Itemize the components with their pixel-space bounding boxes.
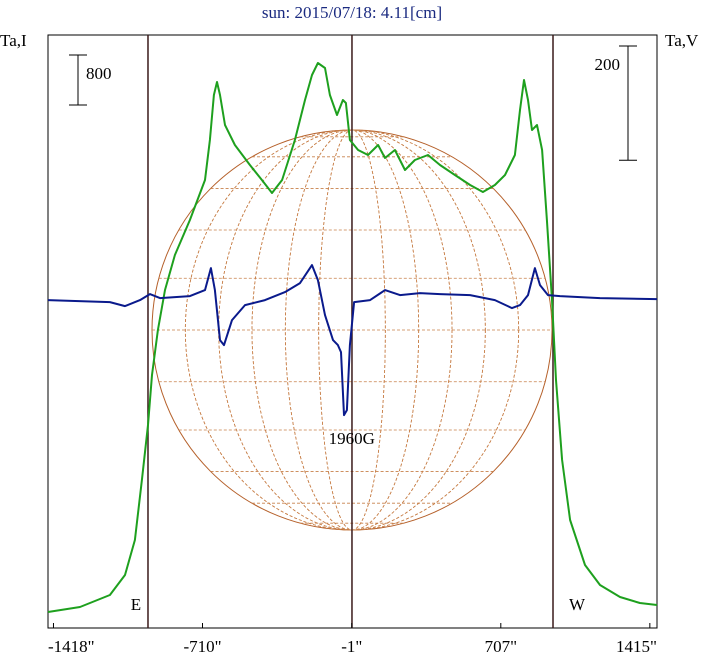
y-axis-label: Ta,I bbox=[0, 31, 27, 50]
annotation: 1960G bbox=[329, 429, 375, 448]
scale-bar-label: 800 bbox=[86, 64, 112, 83]
scale-bar bbox=[69, 54, 87, 106]
limb-label: E bbox=[131, 595, 141, 614]
x-tick-label: 1415" bbox=[616, 637, 657, 656]
chart-title: sun: 2015/07/18: 4.11[cm] bbox=[262, 3, 442, 22]
limb-label: W bbox=[569, 595, 586, 614]
scale-bar-label: 200 bbox=[595, 55, 621, 74]
x-tick-label: -1418" bbox=[48, 637, 95, 656]
y2-axis-label: Ta,V bbox=[665, 31, 699, 50]
x-tick-label: -710" bbox=[183, 637, 221, 656]
series-line bbox=[47, 62, 658, 613]
scale-bar bbox=[619, 45, 637, 161]
x-tick-label: -1" bbox=[341, 637, 362, 656]
series-line bbox=[47, 264, 658, 417]
x-tick-label: 707" bbox=[485, 637, 517, 656]
